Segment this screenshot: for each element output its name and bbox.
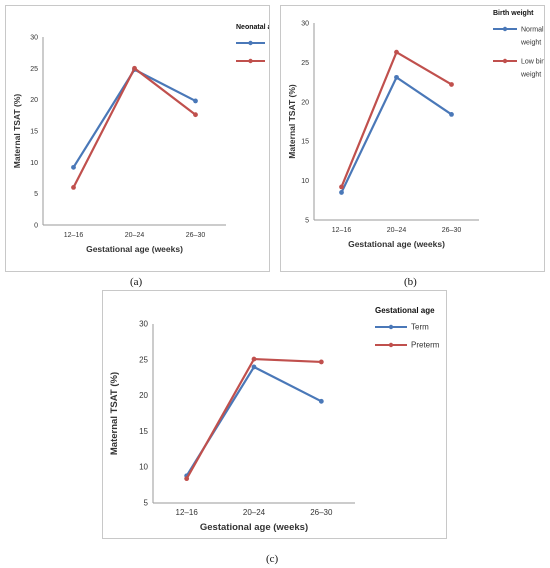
y-tick-label: 25 (30, 66, 38, 73)
legend-label: Low birthweight (520, 59, 544, 79)
data-point (394, 74, 399, 80)
panel-label-b: (b) (404, 276, 417, 288)
data-point (449, 112, 454, 117)
data-point (71, 164, 76, 170)
chart-panel-a: 0 5 10 15 20 25 30 12–16 20–24 26–30 Gestational a… (5, 5, 292, 272)
data-point (184, 476, 190, 482)
y-tick-label: 5 (305, 218, 309, 225)
panel-label-c: (c) (266, 553, 279, 565)
data-point (193, 112, 198, 118)
chart-panel-c: 5 10 15 20 25 30 12–16 20–24 26–30 Gestational ag… (102, 290, 447, 539)
legend-swatch-marker (248, 40, 253, 46)
x-tick-label: 20–24 (387, 227, 407, 234)
x-tick-label: 26–30 (310, 508, 333, 517)
y-tick-label: 10 (30, 160, 38, 167)
y-tick-label: 20 (139, 391, 148, 400)
legend-label: Term (411, 323, 429, 332)
series-line (185, 365, 322, 477)
y-tick-label: 20 (30, 97, 38, 104)
x-axis-title: Gestational age (weeks) (200, 522, 308, 533)
y-tick-label: 20 (301, 99, 309, 106)
data-point (339, 184, 344, 190)
y-tick-label: 30 (301, 21, 309, 28)
chart-b-svg: 5 10 15 20 25 30 12–16 20–24 26–30 Gestational ag… (287, 10, 550, 249)
y-tick-label: 0 (34, 223, 38, 230)
data-point (132, 65, 137, 71)
series-line (340, 75, 453, 193)
y-tick-label: 25 (139, 355, 148, 364)
y-axis-title: Maternal TSAT (%) (109, 372, 120, 455)
data-point (339, 190, 344, 195)
legend-swatch-marker (248, 58, 253, 64)
series-line (185, 357, 322, 480)
legend-swatch-marker (388, 342, 394, 348)
y-axis-title: Maternal TSAT (%) (12, 94, 22, 169)
x-tick-label: 20–24 (243, 508, 266, 517)
data-point (251, 364, 257, 370)
x-tick-label: 26–30 (186, 232, 206, 239)
legend-swatch-marker (388, 324, 394, 330)
y-tick-label: 25 (301, 60, 309, 67)
series-line (72, 66, 197, 188)
legend-title: Neonatal anemia (236, 24, 269, 31)
x-tick-label: 20–24 (125, 232, 145, 239)
y-tick-label: 5 (144, 499, 149, 508)
x-tick-label: 12–16 (332, 227, 352, 234)
data-point (318, 359, 324, 365)
x-tick-label: 12–16 (176, 508, 199, 517)
y-tick-label: 10 (301, 178, 309, 185)
y-axis-title: Maternal TSAT (%) (287, 84, 297, 159)
legend-title: Birth weight (493, 10, 534, 17)
data-point (71, 185, 76, 190)
legend-label: Preterm (411, 341, 440, 350)
y-tick-label: 15 (301, 139, 309, 146)
y-tick-label: 5 (34, 191, 38, 198)
legend-swatch-marker (502, 58, 508, 64)
data-point (318, 398, 324, 404)
data-point (449, 82, 454, 87)
legend-title: Gestational age (375, 306, 435, 315)
data-point (394, 49, 399, 55)
x-axis-title: Gestational age (weeks) (86, 244, 183, 254)
x-axis-title: Gestational age (weeks) (348, 239, 445, 249)
chart-panel-b: 5 10 15 20 25 30 12–16 20–24 26–30 Gestational ag… (280, 5, 550, 272)
legend-label: Normal birthweight (520, 27, 544, 47)
data-point (193, 98, 198, 104)
y-tick-label: 30 (139, 320, 148, 329)
y-tick-label: 10 (139, 463, 148, 472)
x-tick-label: 12–16 (64, 232, 84, 239)
data-point (251, 356, 257, 362)
y-tick-label: 15 (30, 129, 38, 136)
series-line (340, 50, 453, 188)
legend-swatch-marker (502, 26, 508, 32)
y-tick-label: 30 (30, 35, 38, 42)
panel-label-a: (a) (130, 276, 143, 288)
x-tick-label: 26–30 (442, 227, 462, 234)
y-tick-label: 15 (139, 427, 148, 436)
